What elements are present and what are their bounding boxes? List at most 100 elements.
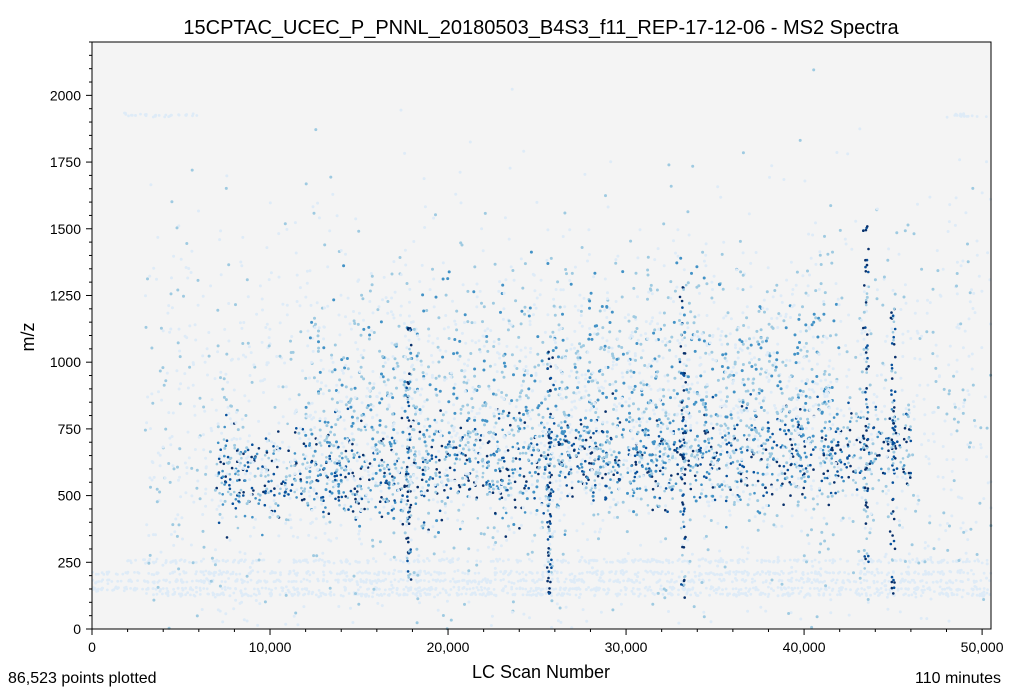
data-point [920, 579, 924, 583]
data-point [855, 419, 858, 423]
data-point [745, 406, 748, 410]
data-point [836, 490, 840, 494]
data-point [343, 509, 347, 512]
data-point [263, 484, 267, 488]
data-point [428, 424, 432, 428]
data-point [580, 373, 584, 377]
data-point [423, 435, 426, 439]
data-point [478, 592, 482, 596]
data-point [716, 414, 720, 418]
data-point [391, 412, 395, 416]
data-point [743, 483, 747, 486]
data-point [225, 439, 229, 443]
data-point [221, 475, 225, 479]
data-point [804, 440, 808, 444]
data-point [438, 471, 441, 474]
data-point [363, 425, 367, 429]
data-point [587, 561, 591, 565]
data-point [428, 459, 432, 462]
data-point [898, 558, 902, 561]
data-point [100, 571, 104, 575]
data-point [169, 560, 173, 564]
data-point [592, 499, 595, 502]
data-point [640, 387, 644, 391]
data-point [484, 402, 488, 406]
data-point [747, 438, 751, 442]
data-point [591, 494, 595, 498]
data-point [588, 461, 591, 465]
data-point [623, 586, 627, 589]
data-point [460, 331, 464, 335]
data-point [630, 390, 634, 394]
data-point [880, 431, 884, 435]
data-point [735, 570, 739, 574]
data-point [589, 436, 592, 439]
data-point [123, 586, 126, 590]
data-point [406, 450, 410, 454]
data-point [483, 423, 486, 427]
data-point [310, 320, 314, 324]
data-point [604, 498, 607, 501]
data-point [946, 592, 949, 596]
data-point [308, 444, 311, 447]
data-point [767, 504, 770, 507]
data-point [492, 414, 496, 418]
data-point [405, 520, 409, 523]
data-point [518, 527, 521, 530]
data-point [588, 360, 592, 364]
data-point [584, 409, 588, 413]
data-point [281, 480, 285, 484]
data-point [365, 394, 368, 398]
data-point [858, 559, 861, 563]
data-point [718, 577, 721, 581]
data-point [614, 579, 617, 583]
data-point [767, 427, 771, 430]
data-point [599, 346, 603, 350]
data-point [384, 296, 388, 300]
data-point [758, 305, 762, 309]
data-point [813, 558, 817, 562]
data-point [662, 222, 666, 226]
data-point [421, 468, 425, 472]
data-point [446, 277, 450, 281]
data-point [272, 449, 276, 452]
data-point [690, 578, 694, 582]
data-point [737, 570, 741, 574]
data-point [605, 592, 609, 596]
data-point [402, 588, 406, 591]
data-point [658, 496, 662, 500]
data-point [711, 494, 715, 498]
data-point [405, 593, 409, 597]
data-point [543, 476, 546, 480]
data-point [376, 430, 380, 434]
data-point [544, 495, 548, 498]
data-point [711, 486, 715, 489]
data-point [364, 580, 368, 584]
data-point [523, 421, 527, 424]
data-point [710, 280, 714, 284]
data-point [492, 588, 496, 591]
data-point [667, 412, 671, 416]
data-point [502, 456, 505, 460]
data-point [212, 574, 216, 577]
data-point [256, 467, 260, 470]
data-point [961, 588, 965, 592]
data-point [499, 570, 503, 574]
data-point [715, 572, 719, 576]
data-point [481, 457, 485, 461]
data-point [431, 477, 435, 480]
data-point [497, 342, 501, 346]
data-point [799, 408, 802, 411]
data-point [455, 328, 459, 332]
data-point [426, 417, 430, 421]
data-point [464, 443, 468, 447]
data-point [533, 470, 537, 474]
data-point [452, 386, 456, 390]
data-point [761, 483, 765, 487]
data-point [416, 485, 420, 489]
data-point [561, 459, 565, 463]
data-point [243, 514, 247, 518]
data-point [791, 591, 795, 595]
data-point [222, 462, 226, 466]
data-point [217, 471, 221, 474]
